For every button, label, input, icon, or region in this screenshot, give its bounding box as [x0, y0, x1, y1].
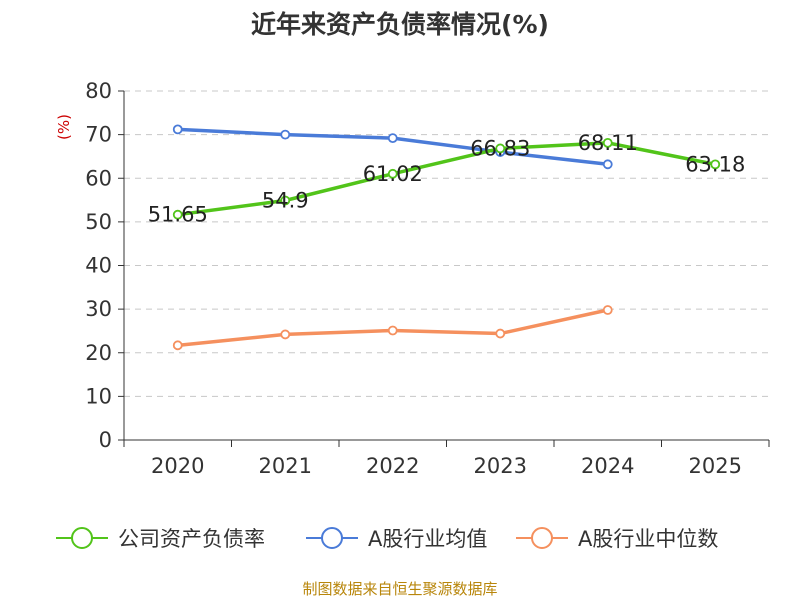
y-tick-label: 40: [85, 254, 112, 278]
data-point: [172, 340, 183, 351]
data-point: [280, 129, 291, 140]
legend-marker: [321, 527, 343, 549]
data-labels: 51.65 54.9 61.02 66.83 68.11 63.18: [148, 131, 746, 227]
axes: [118, 90, 770, 447]
series-line: [176, 141, 717, 217]
legend-marker: [531, 527, 553, 549]
data-point: [387, 133, 398, 144]
y-tick-labels: 0 10 20 30 40 50 60 70 80: [85, 79, 112, 452]
x-tick-label: 2022: [366, 454, 419, 478]
data-point: [172, 209, 183, 220]
y-tick-label: 30: [85, 297, 112, 321]
data-label: 68.11: [578, 131, 638, 155]
data-label: 66.83: [470, 136, 530, 160]
x-tick-label: 2024: [581, 454, 634, 478]
data-point: [172, 124, 183, 135]
y-tick-label: 50: [85, 210, 112, 234]
y-tick-label: 20: [85, 341, 112, 365]
data-point: [602, 159, 613, 170]
x-tick-label: 2020: [151, 454, 204, 478]
source-note: 制图数据来自恒生聚源数据库: [302, 580, 497, 598]
x-tick-labels: 2020 2021 2022 2023 2024 2025: [151, 454, 742, 478]
legend-label: 公司资产负债率: [118, 527, 265, 551]
data-label: 51.65: [148, 203, 208, 227]
y-axis-label: (%): [55, 114, 73, 140]
chart-title: 近年来资产负债率情况(%): [251, 10, 549, 39]
x-tick-label: 2021: [259, 454, 312, 478]
data-point: [602, 137, 613, 148]
data-label: 61.02: [363, 162, 423, 186]
data-point: [710, 159, 721, 170]
data-point: [387, 168, 398, 179]
data-point: [280, 329, 291, 340]
y-tick-label: 0: [99, 428, 112, 452]
data-point: [387, 325, 398, 336]
data-point: [280, 195, 291, 206]
legend-marker: [71, 527, 93, 549]
data-point: [495, 143, 506, 154]
legend: 公司资产负债率 A股行业均值 A股行业中位数: [56, 527, 718, 551]
series-group: [172, 124, 721, 351]
y-tick-label: 70: [85, 123, 112, 147]
y-tick-label: 80: [85, 79, 112, 103]
data-label: 63.18: [685, 152, 745, 176]
legend-label: A股行业均值: [368, 527, 487, 551]
y-tick-label: 60: [85, 166, 112, 190]
data-label: 54.9: [262, 188, 309, 212]
data-point: [602, 305, 613, 315]
x-tick-label: 2025: [689, 454, 742, 478]
gridlines: [124, 90, 769, 397]
legend-label: A股行业中位数: [578, 527, 718, 551]
x-tick-label: 2023: [474, 454, 527, 478]
data-point: [495, 328, 506, 339]
y-tick-label: 10: [85, 384, 112, 408]
